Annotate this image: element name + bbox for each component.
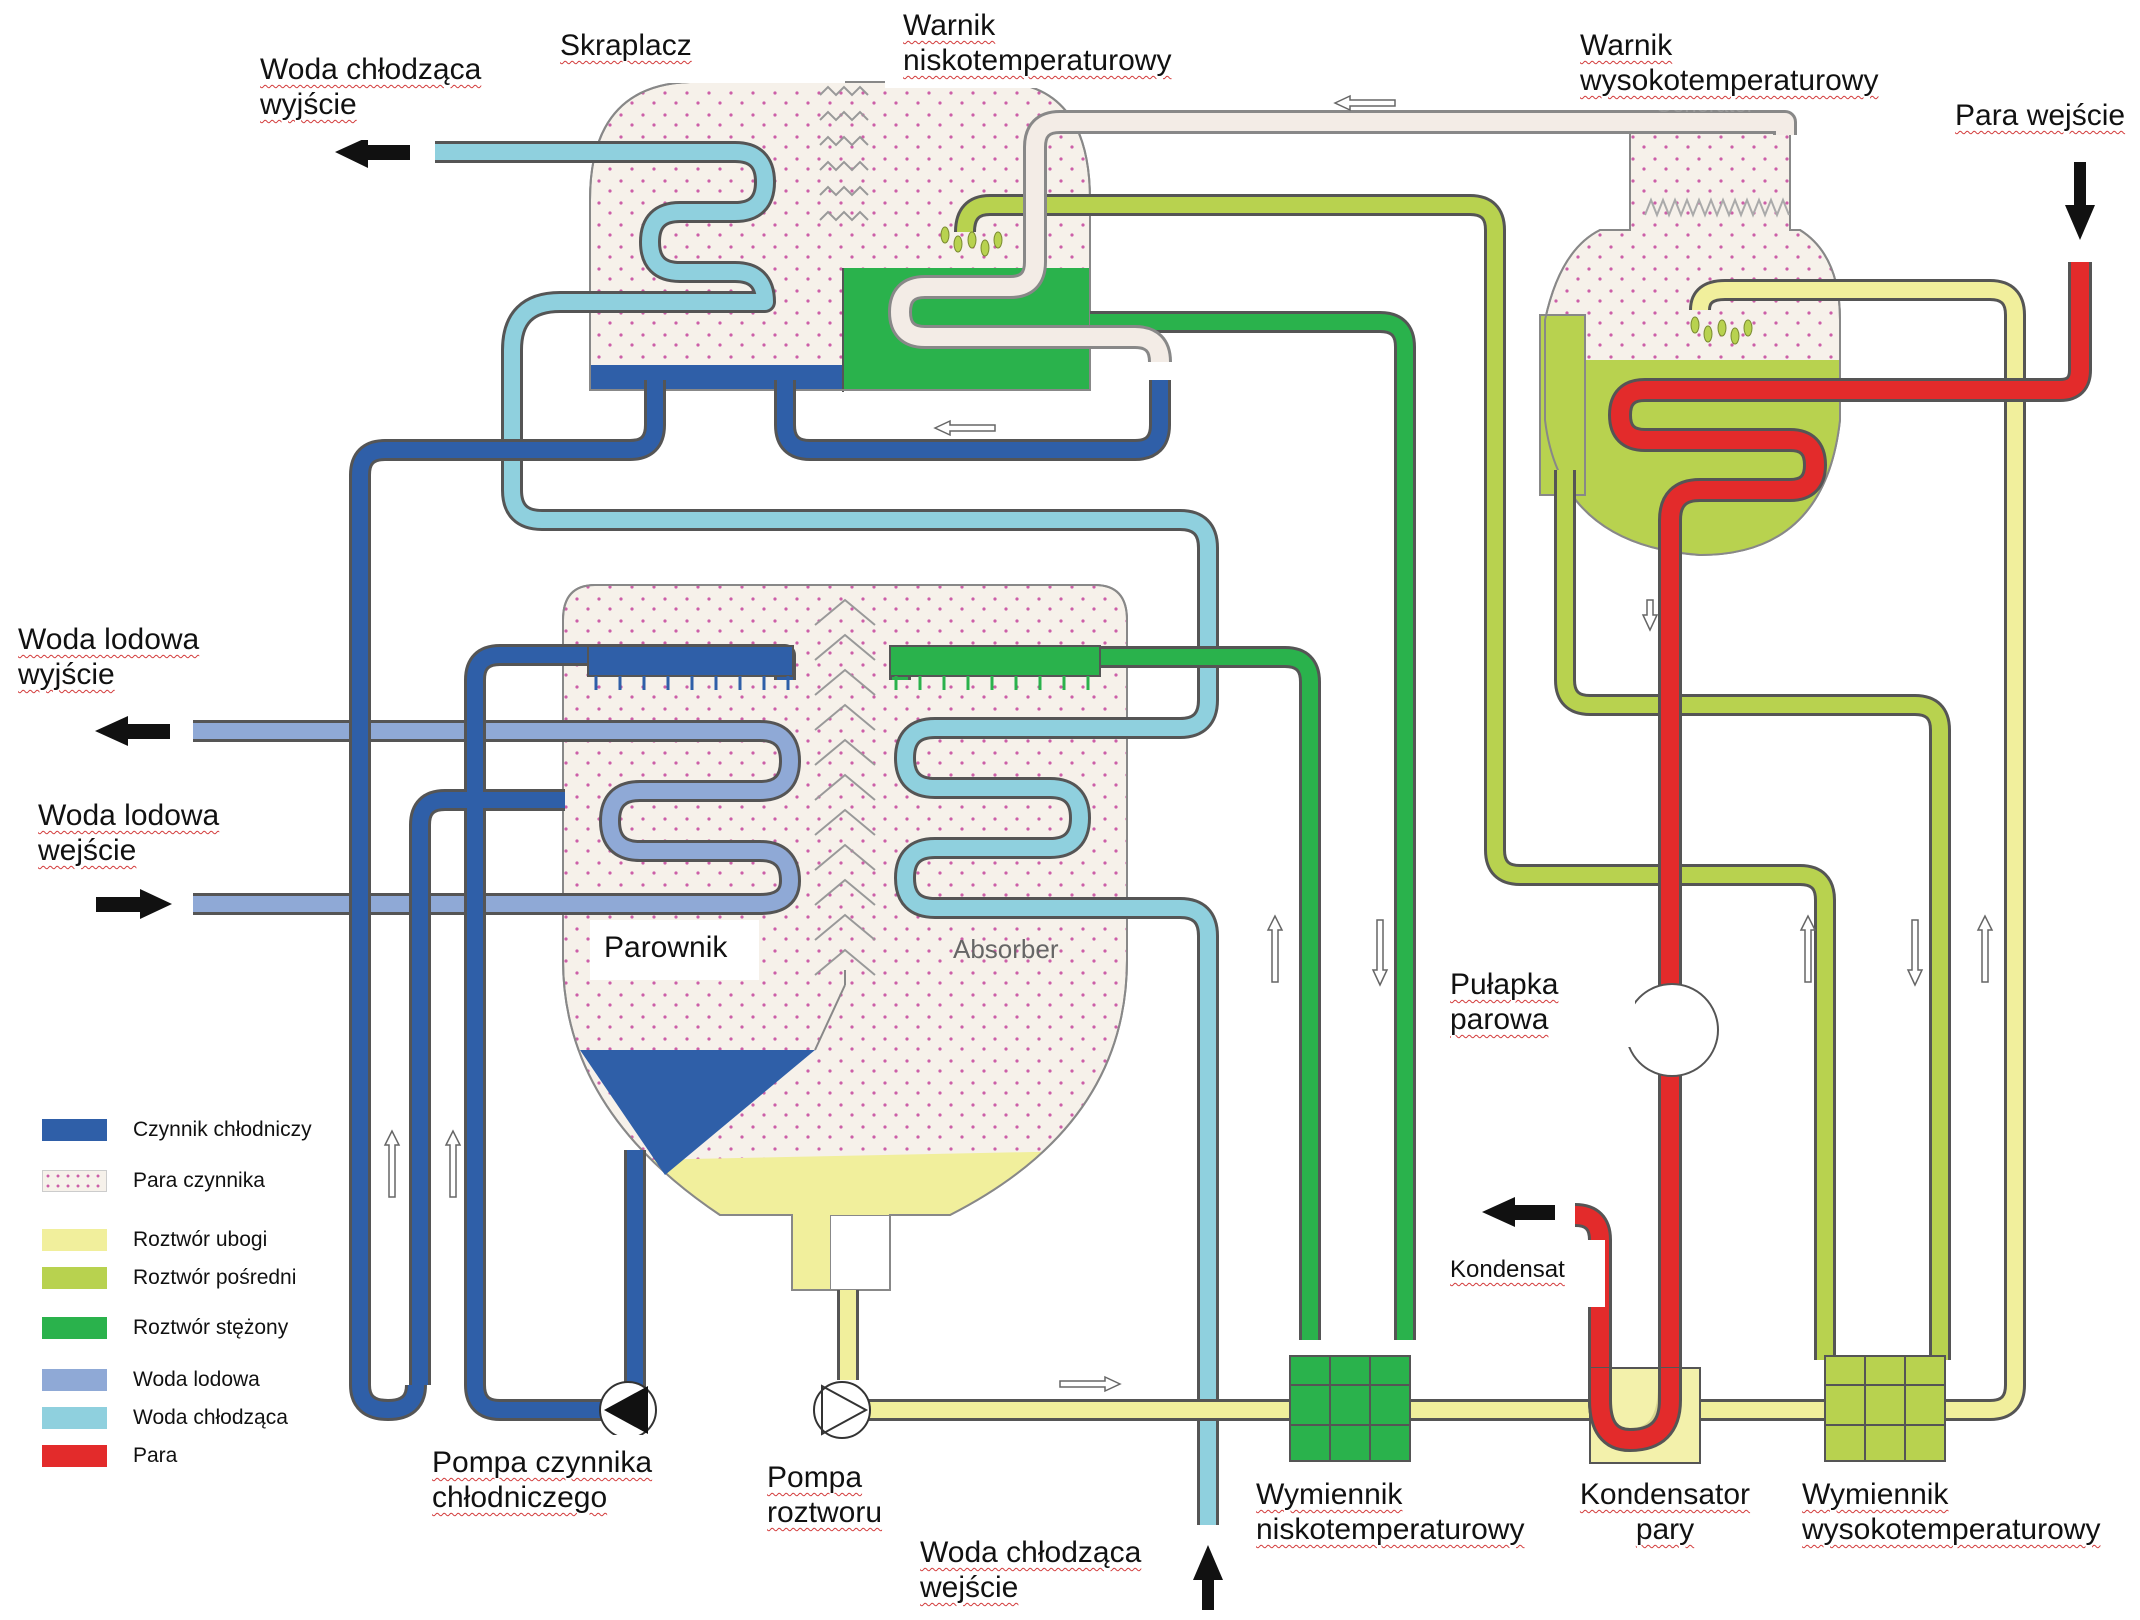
label-refrigerant-pump: Pompa czynnika chłodniczego	[410, 1435, 722, 1530]
lt-generator-spray	[940, 226, 1003, 257]
legend-label: Czynnik chłodniczy	[133, 1118, 312, 1141]
label-low-temp-hx: Wymiennik niskotemperaturowy	[1240, 1465, 1591, 1562]
legend-label: Roztwór stężony	[133, 1316, 289, 1339]
legend-label: Para czynnika	[133, 1169, 265, 1192]
ht-generator-spray	[1690, 316, 1753, 345]
label-chilled-water-out: Woda lodowa wyjście	[0, 612, 266, 702]
legend: Czynnik chłodniczy Para czynnika Roztwór…	[30, 1105, 346, 1485]
label-high-temp-generator: Warnik wysokotemperaturowy	[1565, 18, 1945, 110]
label-condenser: Skraplacz	[545, 18, 845, 83]
pipes	[193, 110, 2092, 1525]
steam-trap-icon	[1625, 983, 1719, 1077]
legend-label: Para	[133, 1444, 178, 1467]
evaporator-spray-header	[587, 645, 794, 690]
absorber-label: Absorber	[953, 934, 1059, 964]
label-cooling-water-in: Woda chłodząca wejście	[900, 1525, 1190, 1620]
refrigerant-pump-icon	[599, 1381, 657, 1439]
label-low-temp-generator: Warnik niskotemperaturowy	[885, 0, 1273, 88]
legend-label: Woda lodowa	[133, 1368, 260, 1391]
label-high-temp-hx: Wymiennik wysokotemperaturowy	[1790, 1465, 2140, 1562]
legend-swatch	[42, 1119, 107, 1141]
flow-arrows	[384, 94, 1993, 1393]
legend-label: Roztwór pośredni	[133, 1266, 297, 1289]
black-flow-arrows	[95, 137, 2095, 1610]
legend-swatch	[42, 1267, 107, 1289]
legend-swatch	[42, 1229, 107, 1251]
label-cooling-water-out: Woda chłodząca wyjście	[240, 42, 595, 140]
legend-swatch	[42, 1407, 107, 1429]
condenser-vessel	[589, 81, 1091, 392]
absorber-spray-header	[889, 645, 1101, 690]
label-evaporator: Parownik	[590, 920, 759, 980]
solution-pump-icon	[813, 1381, 871, 1439]
high-temp-generator-vessel	[1539, 119, 1841, 557]
high-temp-heat-exchanger	[1824, 1355, 1946, 1462]
legend-label: Woda chłodząca	[133, 1406, 288, 1429]
label-chilled-water-in: Woda lodowa wejście	[20, 788, 278, 878]
label-steam-in: Para wejście	[1935, 88, 2140, 148]
legend-label: Roztwór ubogi	[133, 1228, 268, 1251]
legend-swatch	[42, 1170, 107, 1192]
legend-swatch	[42, 1369, 107, 1391]
steam-condenser-box	[1588, 1367, 1701, 1464]
low-temp-heat-exchanger	[1289, 1355, 1411, 1462]
label-steam-trap: Pułapka parowa	[1425, 955, 1635, 1047]
legend-swatch	[42, 1445, 107, 1467]
label-condensate: Kondensat	[1430, 1240, 1605, 1307]
condenser-baffles	[819, 85, 869, 222]
label-steam-condenser: Kondensator pary	[1555, 1465, 1760, 1562]
legend-swatch	[42, 1317, 107, 1339]
